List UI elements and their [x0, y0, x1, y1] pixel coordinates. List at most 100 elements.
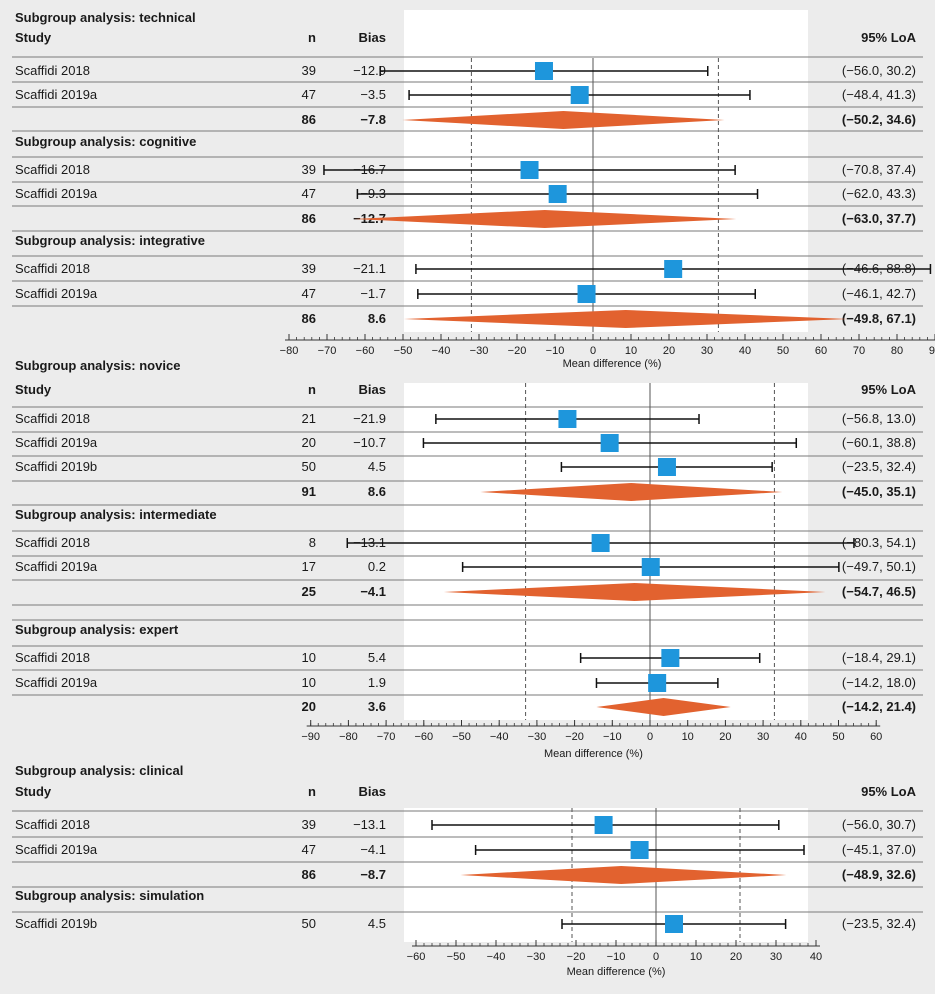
study-n: 50 — [302, 459, 316, 474]
study-bias: 5.4 — [368, 650, 386, 665]
study-loa: (−56.8, 13.0) — [842, 411, 916, 426]
study-loa: (−46.1, 42.7) — [842, 286, 916, 301]
study-name: Scaffidi 2019a — [15, 87, 98, 102]
study-n: 39 — [302, 162, 316, 177]
study-loa: (−80.3, 54.1) — [842, 535, 916, 550]
header-loa: 95% LoA — [861, 382, 917, 397]
pooled-n: 86 — [302, 867, 316, 882]
study-bias: 1.9 — [368, 675, 386, 690]
pooled-loa: (−14.2, 21.4) — [842, 699, 916, 714]
bias-square — [600, 434, 619, 452]
x-tick-label: −10 — [603, 731, 622, 743]
bias-square — [648, 674, 667, 692]
bias-square — [664, 260, 683, 278]
x-tick-label: 30 — [701, 345, 713, 357]
study-name: Scaffidi 2019b — [15, 459, 97, 474]
study-bias: 4.5 — [368, 459, 386, 474]
x-tick-label: −20 — [567, 951, 586, 963]
study-loa: (−60.1, 38.8) — [842, 435, 916, 450]
header-loa: 95% LoA — [861, 784, 917, 799]
study-bias: −1.7 — [360, 286, 386, 301]
header-bias: Bias — [359, 382, 386, 397]
x-tick-label: −50 — [394, 345, 413, 357]
study-bias: −12.9 — [353, 63, 386, 78]
study-name: Scaffidi 2019a — [15, 286, 98, 301]
x-tick-label: −70 — [318, 345, 337, 357]
x-tick-label: −20 — [508, 345, 527, 357]
subgroup-title: Subgroup analysis: clinical — [15, 763, 183, 778]
study-name: Scaffidi 2018 — [15, 411, 90, 426]
x-tick-label: −30 — [527, 951, 546, 963]
pooled-n: 86 — [302, 112, 316, 127]
x-tick-label: −70 — [377, 731, 396, 743]
x-tick-label: −60 — [356, 345, 375, 357]
x-tick-label: 40 — [810, 951, 822, 963]
x-tick-label: −50 — [452, 731, 471, 743]
pooled-loa: (−45.0, 35.1) — [842, 484, 916, 499]
study-loa: (−45.1, 37.0) — [842, 842, 916, 857]
pooled-diamond — [443, 583, 826, 601]
x-tick-label: 20 — [719, 731, 731, 743]
study-n: 47 — [302, 286, 316, 301]
study-name: Scaffidi 2018 — [15, 650, 90, 665]
study-name: Scaffidi 2018 — [15, 261, 90, 276]
pooled-diamond — [596, 698, 731, 716]
x-tick-label: −80 — [280, 345, 299, 357]
study-n: 39 — [302, 261, 316, 276]
study-loa: (−62.0, 43.3) — [842, 186, 916, 201]
header-n: n — [308, 30, 316, 45]
x-tick-label: −30 — [470, 345, 489, 357]
study-n: 8 — [309, 535, 316, 550]
bias-square — [548, 185, 567, 203]
study-n: 47 — [302, 842, 316, 857]
x-tick-label: 80 — [891, 345, 903, 357]
x-tick-label: −10 — [607, 951, 626, 963]
study-n: 10 — [302, 650, 316, 665]
x-axis-label: Mean difference (%) — [544, 748, 643, 760]
header-study: Study — [15, 784, 52, 799]
bias-square — [630, 841, 649, 859]
bias-square — [591, 534, 610, 552]
x-tick-label: −30 — [528, 731, 547, 743]
x-tick-label: −80 — [339, 731, 358, 743]
study-name: Scaffidi 2019a — [15, 842, 98, 857]
pooled-bias: 8.6 — [368, 311, 386, 326]
study-name: Scaffidi 2019a — [15, 675, 98, 690]
study-name: Scaffidi 2019b — [15, 916, 97, 931]
study-n: 21 — [302, 411, 316, 426]
x-axis-label: Mean difference (%) — [563, 358, 662, 370]
study-bias: −10.7 — [353, 435, 386, 450]
x-tick-label: 90 — [929, 345, 935, 357]
study-n: 20 — [302, 435, 316, 450]
header-n: n — [308, 784, 316, 799]
subgroup-title: Subgroup analysis: cognitive — [15, 134, 196, 149]
study-name: Scaffidi 2019a — [15, 435, 98, 450]
x-tick-label: 20 — [663, 345, 675, 357]
x-tick-label: −50 — [447, 951, 466, 963]
x-tick-label: −20 — [565, 731, 584, 743]
study-loa: (−56.0, 30.2) — [842, 63, 916, 78]
header-bias: Bias — [359, 784, 386, 799]
x-tick-label: 50 — [832, 731, 844, 743]
pooled-n: 86 — [302, 211, 316, 226]
study-loa: (−48.4, 41.3) — [842, 87, 916, 102]
header-study: Study — [15, 382, 52, 397]
subgroup-title: Subgroup analysis: technical — [15, 10, 196, 25]
x-tick-label: 50 — [777, 345, 789, 357]
bias-square — [594, 816, 613, 834]
study-name: Scaffidi 2018 — [15, 817, 90, 832]
study-name: Scaffidi 2018 — [15, 63, 90, 78]
bias-square — [641, 558, 660, 576]
plot-area — [404, 10, 808, 332]
study-bias: 0.2 — [368, 559, 386, 574]
study-bias: −21.1 — [353, 261, 386, 276]
bias-square — [577, 285, 596, 303]
study-n: 47 — [302, 186, 316, 201]
study-loa: (−14.2, 18.0) — [842, 675, 916, 690]
bias-square — [558, 410, 577, 428]
pooled-bias: −8.7 — [360, 867, 386, 882]
pooled-diamond — [480, 483, 783, 501]
study-bias: −3.5 — [360, 87, 386, 102]
subgroup-title: Subgroup analysis: intermediate — [15, 507, 217, 522]
